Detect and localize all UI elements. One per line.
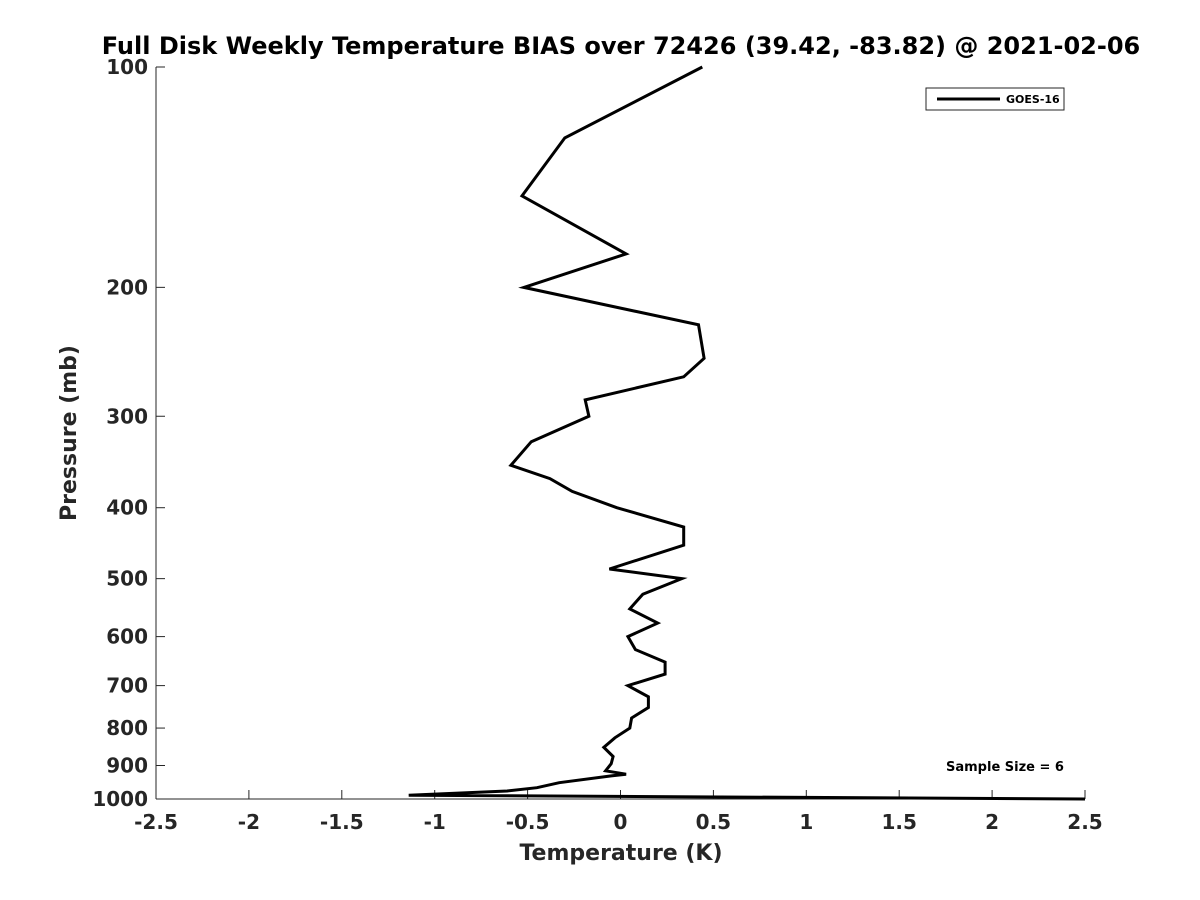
y-ticks: 100 200 300 400 500 600 700 800 900 1000 xyxy=(92,55,165,811)
x-axis-label: Temperature (K) xyxy=(519,841,722,866)
y-tick-label: 400 xyxy=(106,496,148,520)
legend: GOES-16 xyxy=(925,87,1065,111)
x-tick-label: 1.5 xyxy=(881,810,916,834)
sample-size-annotation: Sample Size = 6 xyxy=(946,760,1064,775)
x-tick-label: 2 xyxy=(985,810,999,834)
x-tick-label: -1 xyxy=(424,810,446,834)
y-tick-label: 700 xyxy=(106,674,148,698)
series-line-goes-16 xyxy=(408,65,1086,801)
y-tick-label: 200 xyxy=(106,275,148,299)
y-tick-label: 600 xyxy=(106,625,148,649)
chart-title: Full Disk Weekly Temperature BIAS over 7… xyxy=(102,32,1141,60)
x-tick-label: 0 xyxy=(614,810,628,834)
y-tick-label: 100 xyxy=(106,55,148,79)
x-tick-label: -0.5 xyxy=(506,810,550,834)
y-axis-label: Pressure (mb) xyxy=(57,345,82,521)
x-tick-label: -2 xyxy=(238,810,260,834)
y-tick-label: 800 xyxy=(106,716,148,740)
x-ticks: -2.5 -2 -1.5 -1 -0.5 0 0.5 1 1.5 2 2.5 xyxy=(134,790,1103,834)
x-tick-label: 0.5 xyxy=(696,810,731,834)
y-tick-label: 900 xyxy=(106,754,148,778)
x-tick-label: -1.5 xyxy=(320,810,364,834)
y-tick-label: 500 xyxy=(106,567,148,591)
plot-area xyxy=(155,67,1085,800)
legend-label: GOES-16 xyxy=(1006,93,1060,106)
x-tick-label: -2.5 xyxy=(134,810,178,834)
series-layer xyxy=(408,65,1086,801)
x-tick-label: 2.5 xyxy=(1067,810,1102,834)
y-tick-label: 1000 xyxy=(92,787,148,811)
x-tick-label: 1 xyxy=(799,810,813,834)
y-tick-label: 300 xyxy=(106,404,148,428)
